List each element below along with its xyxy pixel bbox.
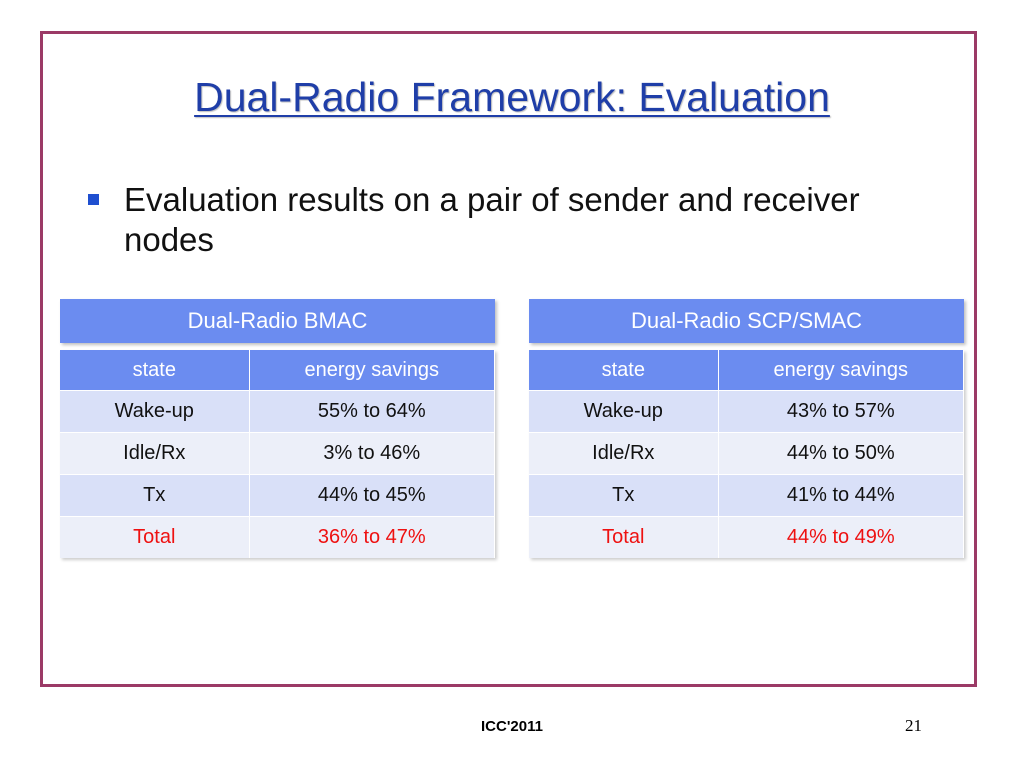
- table-row: Wake-up 43% to 57%: [529, 390, 965, 433]
- cell-energy-savings: 3% to 46%: [249, 432, 496, 475]
- table-row: Idle/Rx 44% to 50%: [529, 432, 965, 475]
- cell-state: Idle/Rx: [60, 432, 250, 475]
- slide-number: 21: [905, 716, 922, 735]
- cell-state: Idle/Rx: [529, 432, 719, 475]
- cell-energy-savings: 43% to 57%: [718, 390, 965, 433]
- cell-state: Tx: [529, 474, 719, 517]
- column-header-energy-savings: energy savings: [249, 350, 496, 391]
- table-scp-smac: state energy savings Wake-up 43% to 57% …: [529, 350, 965, 558]
- cell-state: Wake-up: [529, 390, 719, 433]
- column-header-state: state: [60, 350, 250, 391]
- table-row-total: Total 44% to 49%: [529, 516, 965, 558]
- cell-energy-savings: 44% to 45%: [249, 474, 496, 517]
- cell-energy-savings: 44% to 50%: [718, 432, 965, 475]
- table-header-row: state energy savings: [529, 350, 965, 391]
- column-header-state: state: [529, 350, 719, 391]
- table-bmac: state energy savings Wake-up 55% to 64% …: [60, 350, 496, 558]
- cell-energy-savings: 36% to 47%: [249, 516, 496, 558]
- footer-conference: ICC'2011: [481, 718, 543, 735]
- table-row: Idle/Rx 3% to 46%: [60, 432, 496, 475]
- bullet-text: Evaluation results on a pair of sender a…: [124, 181, 860, 258]
- cell-state: Tx: [60, 474, 250, 517]
- table-heading-bmac: Dual-Radio BMAC: [60, 299, 495, 343]
- square-bullet-icon: [88, 194, 99, 205]
- cell-energy-savings: 55% to 64%: [249, 390, 496, 433]
- cell-energy-savings: 41% to 44%: [718, 474, 965, 517]
- table-heading-scp-smac: Dual-Radio SCP/SMAC: [529, 299, 964, 343]
- cell-state: Total: [529, 516, 719, 558]
- table-row: Tx 41% to 44%: [529, 474, 965, 517]
- table-row-total: Total 36% to 47%: [60, 516, 496, 558]
- column-header-energy-savings: energy savings: [718, 350, 965, 391]
- table-header-row: state energy savings: [60, 350, 496, 391]
- table-row: Tx 44% to 45%: [60, 474, 496, 517]
- table-row: Wake-up 55% to 64%: [60, 390, 496, 433]
- cell-energy-savings: 44% to 49%: [718, 516, 965, 558]
- slide-frame: [40, 31, 977, 687]
- cell-state: Total: [60, 516, 250, 558]
- cell-state: Wake-up: [60, 390, 250, 433]
- slide-title: Dual-Radio Framework: Evaluation: [194, 74, 830, 120]
